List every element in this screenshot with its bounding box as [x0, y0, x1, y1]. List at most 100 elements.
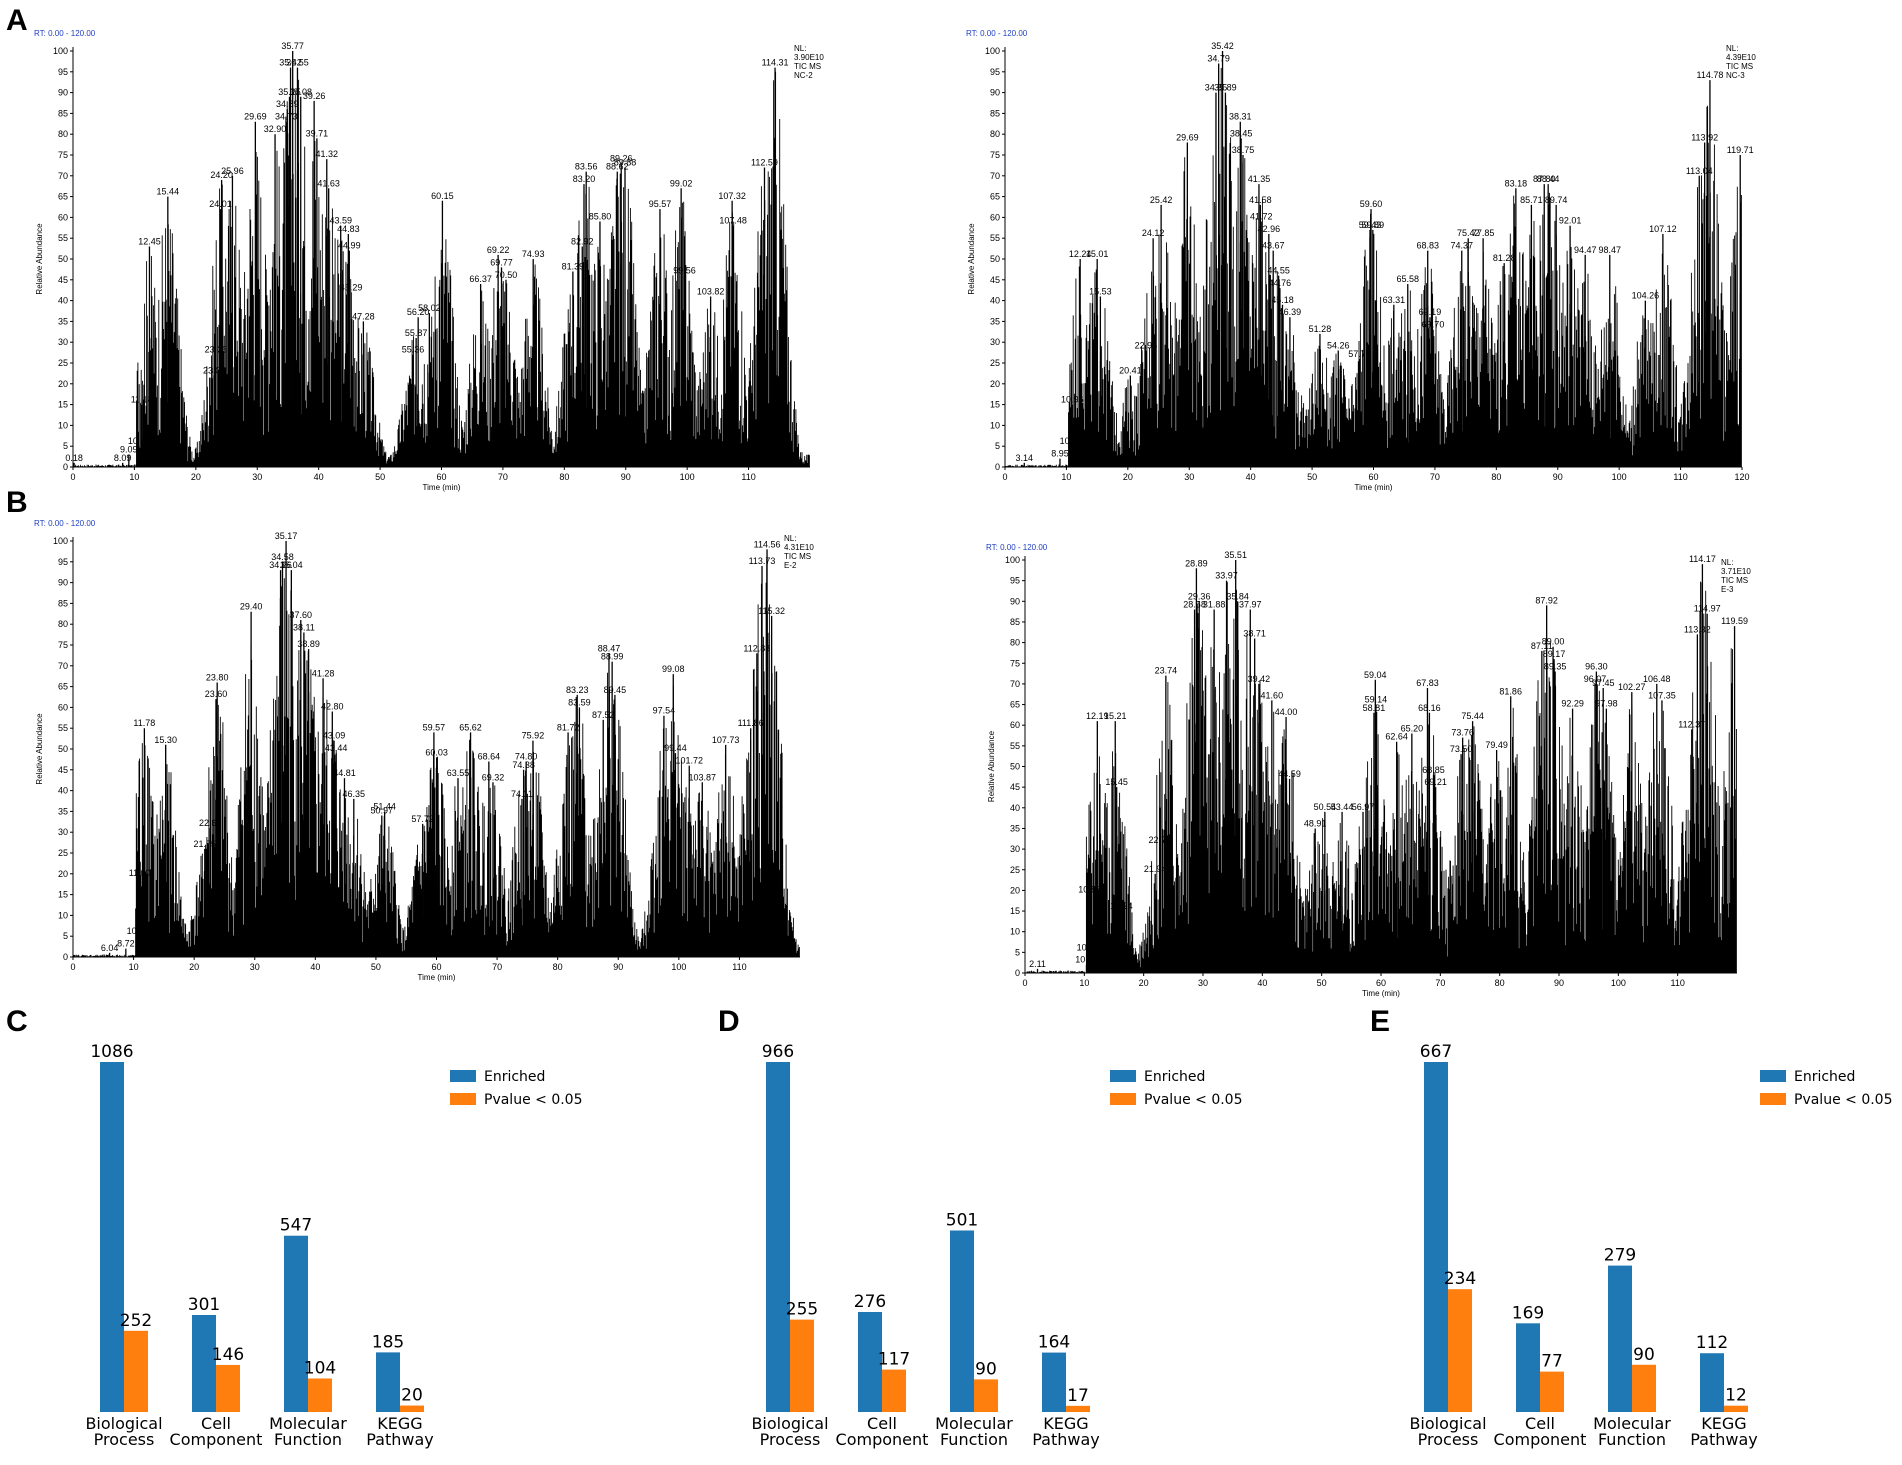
peak-label: 39.26	[303, 91, 326, 101]
peak-label: 15.53	[1089, 286, 1112, 296]
y-tick-label: 100	[53, 536, 68, 546]
peak-label: 38.71	[1243, 628, 1266, 638]
peak-label: 89.88	[614, 157, 637, 167]
peak-label: 99.56	[673, 266, 696, 276]
bar-pvalue-0-05	[124, 1330, 148, 1412]
y-tick-label: 5	[63, 441, 68, 451]
y-tick-label: 0	[995, 462, 1000, 472]
peak-label: 11.78	[133, 718, 155, 728]
peak-label: 23.60	[205, 689, 228, 699]
legend-swatch	[450, 1070, 476, 1082]
bar-enriched	[1700, 1353, 1724, 1412]
y-tick-label: 50	[58, 744, 68, 754]
y-tick-label: 0	[63, 952, 68, 962]
y-tick-label: 80	[990, 129, 1000, 139]
y-tick-label: 65	[58, 682, 68, 692]
peak-label: 107.12	[1649, 224, 1677, 234]
x-tick-label: 20	[1123, 472, 1133, 482]
x-tick-label: 50	[1307, 472, 1317, 482]
x-axis-title: Time (min)	[1355, 483, 1393, 492]
peak-label: 73.50	[1450, 744, 1473, 754]
x-axis-title: Time (min)	[418, 973, 456, 982]
peak-label: 107.48	[719, 216, 747, 226]
peak-label: 15.21	[1104, 711, 1127, 721]
bar-pvalue-0-05	[216, 1364, 240, 1412]
peak-label: 38.89	[297, 639, 320, 649]
peak-label: 48.91	[1304, 818, 1327, 828]
y-tick-label: 65	[990, 192, 1000, 202]
y-axis-title: Relative Abundance	[967, 223, 976, 295]
nl-info-line: NC-3	[1726, 71, 1745, 80]
peak-label: 114.78	[1697, 70, 1724, 80]
peak-label: 59.04	[1364, 670, 1387, 680]
peak-label: 63.55	[447, 768, 470, 778]
peak-label: 10.96	[1061, 395, 1084, 405]
y-tick-label: 5	[995, 441, 1000, 451]
legend-swatch	[1110, 1070, 1136, 1082]
peak-label: 31.88	[1203, 600, 1226, 610]
x-tick-label: 50	[375, 472, 385, 482]
y-tick-label: 75	[990, 150, 1000, 160]
peak-label: 74.37	[1450, 241, 1473, 251]
y-tick-label: 25	[990, 358, 1000, 368]
peak-label: 99.44	[664, 743, 687, 753]
peak-label: 15.45	[1105, 777, 1128, 787]
y-tick-label: 45	[990, 275, 1000, 285]
peak-label: 87.52	[592, 710, 615, 720]
category-label: Biological	[85, 1414, 162, 1433]
peak-label: 87.80	[1533, 174, 1556, 184]
bar-pvalue-0-05	[1724, 1405, 1748, 1412]
peak-label: 67.83	[1416, 678, 1439, 688]
x-tick-label: 120	[1734, 472, 1749, 482]
peak-label: 3.14	[1016, 453, 1034, 463]
peak-label: 94.47	[1574, 245, 1597, 255]
peak-label: 114.56	[754, 539, 781, 549]
x-tick-label: 110	[732, 962, 746, 972]
y-tick-label: 0	[63, 462, 68, 472]
x-tick-label: 10	[129, 962, 139, 972]
nl-info-line: NL:	[1726, 44, 1738, 53]
x-tick-label: 80	[1491, 472, 1501, 482]
peak-label: 47.28	[352, 311, 375, 321]
peak-label: 97.98	[1595, 699, 1618, 709]
peak-label: 51.44	[373, 801, 396, 811]
peak-label: 106.48	[1643, 674, 1671, 684]
peak-label: 81.86	[1499, 686, 1522, 696]
y-tick-label: 85	[58, 598, 68, 608]
y-axis-title: Relative Abundance	[35, 713, 44, 785]
nl-info-line: TIC MS	[784, 552, 811, 561]
x-tick-label: 80	[553, 962, 563, 972]
x-tick-label: 0	[1022, 978, 1027, 988]
y-tick-label: 15	[58, 890, 68, 900]
y-tick-label: 45	[58, 275, 68, 285]
y-tick-label: 10	[990, 420, 1000, 430]
peak-label: 89.35	[1544, 662, 1567, 672]
bar-value-label: 185	[372, 1332, 404, 1352]
x-tick-label: 100	[1611, 978, 1626, 988]
bar-pvalue-0-05	[1066, 1405, 1090, 1412]
peak-label: 83.56	[575, 162, 598, 172]
peak-label: 113.04	[1686, 166, 1713, 176]
nl-info-line: TIC MS	[1726, 62, 1753, 71]
x-tick-label: 20	[1139, 978, 1149, 988]
y-tick-label: 30	[990, 337, 1000, 347]
peak-label: 96.07	[1584, 674, 1607, 684]
y-tick-label: 15	[1010, 906, 1020, 916]
peak-label: 34.73	[275, 112, 298, 122]
peak-label: 35.17	[275, 531, 298, 541]
peak-label: 89.26	[610, 153, 633, 163]
peak-label: 81.72	[557, 722, 580, 732]
category-label: KEGG	[377, 1414, 422, 1433]
y-tick-label: 55	[1010, 741, 1020, 751]
y-tick-label: 85	[990, 108, 1000, 118]
bar-value-label: 301	[188, 1295, 220, 1315]
y-tick-label: 35	[990, 316, 1000, 326]
x-tick-label: 60	[436, 472, 446, 482]
bar-pvalue-0-05	[882, 1369, 906, 1412]
x-tick-label: 60	[431, 962, 441, 972]
peak-label: 68.85	[1422, 765, 1445, 775]
peak-label: 41.72	[1250, 212, 1273, 222]
peak-label: 113.92	[1691, 133, 1718, 143]
